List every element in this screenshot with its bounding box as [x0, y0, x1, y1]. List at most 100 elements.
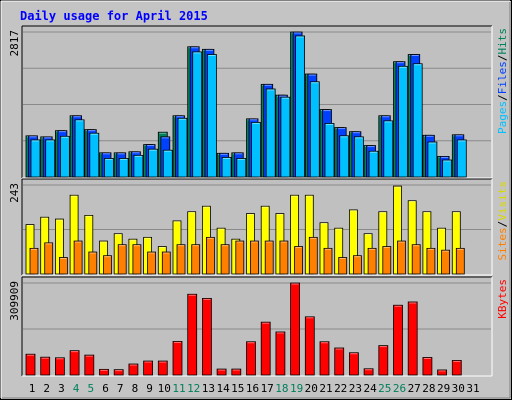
panel-middle-ymax-label: 243: [8, 183, 21, 203]
bar-kbytes-2: [40, 356, 51, 376]
bar-kbytes-16: [246, 341, 256, 376]
bar-pages-12: [192, 51, 203, 178]
bar-kbytes-12: [187, 293, 198, 376]
bar-pages-30: [456, 139, 467, 178]
bar-kbytes-24: [363, 368, 374, 376]
bar-sites-22: [338, 257, 348, 275]
bar-pages-10: [162, 149, 173, 178]
panel-bottom: 309909 KBytes: [8, 276, 509, 377]
chart-panels: 2817 Pages/Files/Hits 243 Sites/Visits 30990…: [8, 25, 509, 377]
x-tick-label-day-10: 10: [158, 382, 171, 395]
bar-pages-3: [60, 135, 70, 178]
bar-sites-12: [191, 244, 201, 275]
bar-kbytes-4: [69, 350, 80, 376]
bar-pages-16: [251, 122, 261, 178]
x-tick-label-day-22: 22: [334, 382, 347, 395]
x-tick-label-day-29: 29: [437, 382, 450, 395]
panel-middle: 243 Sites/Visits: [8, 178, 509, 276]
bar-sites-23: [352, 255, 362, 275]
x-axis-tick-labels: 1 2 3 4 5 6 7 8 9 10 11 12 13 14 15 16 17 18 19 20 21 22 23 24 2…: [29, 382, 480, 395]
bar-pages-13: [206, 54, 217, 178]
bar-kbytes-23: [348, 352, 359, 376]
bar-sites-11: [176, 244, 186, 275]
bar-pages-7: [118, 158, 129, 178]
x-tick-label-day-1: 1: [29, 382, 36, 395]
bar-kbytes-28: [422, 357, 433, 376]
bar-pages-21: [324, 123, 335, 178]
bar-sites-8: [132, 244, 142, 275]
bar-pages-5: [89, 132, 100, 178]
legend-entry-pages: Pages: [496, 101, 509, 134]
x-tick-label-day-24: 24: [363, 382, 377, 395]
x-tick-label-day-27: 27: [408, 382, 421, 395]
bar-pages-24: [368, 150, 379, 178]
bar-kbytes-30: [451, 360, 462, 376]
bar-kbytes-26: [393, 304, 403, 376]
bar-pages-19: [295, 35, 306, 178]
bar-pages-28: [427, 141, 438, 178]
bar-kbytes-19: [290, 282, 301, 376]
bar-sites-27: [411, 244, 421, 275]
bar-kbytes-29: [437, 369, 448, 376]
bar-pages-2: [45, 139, 56, 178]
bar-kbytes-21: [319, 341, 330, 376]
panel-bottom-ymax-label: 309909: [8, 281, 21, 321]
bar-sites-14: [220, 244, 230, 275]
panel-top-ymax-label: 2817: [8, 30, 21, 57]
bar-sites-7: [117, 244, 127, 275]
bar-sites-25: [382, 246, 392, 275]
bar-sites-20: [308, 236, 318, 275]
x-tick-label-day-4: 4: [73, 382, 80, 395]
bar-kbytes-15: [231, 368, 242, 376]
bar-sites-3: [59, 257, 68, 275]
bar-pages-6: [104, 158, 114, 178]
x-tick-label-day-20: 20: [305, 382, 318, 395]
bar-sites-4: [73, 240, 83, 275]
panel-top-legend: Pages/Files/Hits: [496, 28, 509, 134]
bar-kbytes-6: [99, 368, 109, 376]
bar-sites-5: [88, 251, 98, 275]
bar-kbytes-5: [84, 354, 95, 376]
bar-kbytes-7: [113, 369, 124, 376]
bar-kbytes-17: [260, 321, 271, 376]
bar-kbytes-13: [201, 298, 212, 376]
bar-kbytes-25: [378, 345, 389, 376]
bar-kbytes-18: [275, 331, 286, 376]
bar-kbytes-1: [25, 353, 36, 376]
bar-pages-29: [442, 159, 453, 178]
x-tick-label-day-17: 17: [261, 382, 274, 395]
bar-kbytes-8: [128, 363, 139, 376]
bar-sites-15: [235, 240, 245, 275]
panel-top: 2817 Pages/Files/Hits: [8, 25, 509, 179]
x-tick-label-day-11: 11: [172, 382, 185, 395]
bar-pages-15: [236, 158, 247, 178]
x-tick-label-day-15: 15: [231, 382, 244, 395]
bar-kbytes-10: [157, 360, 168, 376]
bar-sites-29: [441, 249, 451, 275]
x-tick-label-day-5: 5: [87, 382, 94, 395]
bar-pages-4: [74, 119, 85, 178]
bar-pages-14: [221, 157, 232, 178]
x-tick-label-day-26: 26: [393, 382, 406, 395]
x-tick-label-day-6: 6: [102, 382, 109, 395]
bar-kbytes-27: [407, 301, 418, 376]
bar-kbytes-14: [216, 368, 227, 376]
x-tick-label-day-13: 13: [202, 382, 215, 395]
panel-middle-legend: Sites/Visits: [496, 181, 509, 261]
legend-entry-hits: Hits: [496, 28, 509, 55]
bar-sites-2: [44, 242, 54, 275]
bar-kbytes-11: [172, 341, 183, 376]
x-tick-label-day-9: 9: [146, 382, 153, 395]
x-tick-label-day-7: 7: [117, 382, 124, 395]
x-tick-label-day-14: 14: [216, 382, 230, 395]
bar-pages-27: [412, 63, 423, 178]
bar-pages-1: [30, 139, 41, 178]
legend-entry-sites: Sites: [496, 227, 509, 260]
bar-sites-13: [205, 236, 215, 275]
x-tick-label-day-18: 18: [275, 382, 288, 395]
x-tick-label-day-25: 25: [378, 382, 391, 395]
bar-sites-9: [147, 251, 157, 275]
bar-pages-25: [383, 120, 394, 178]
x-tick-label-day-21: 21: [319, 382, 332, 395]
bar-sites-1: [29, 247, 39, 275]
